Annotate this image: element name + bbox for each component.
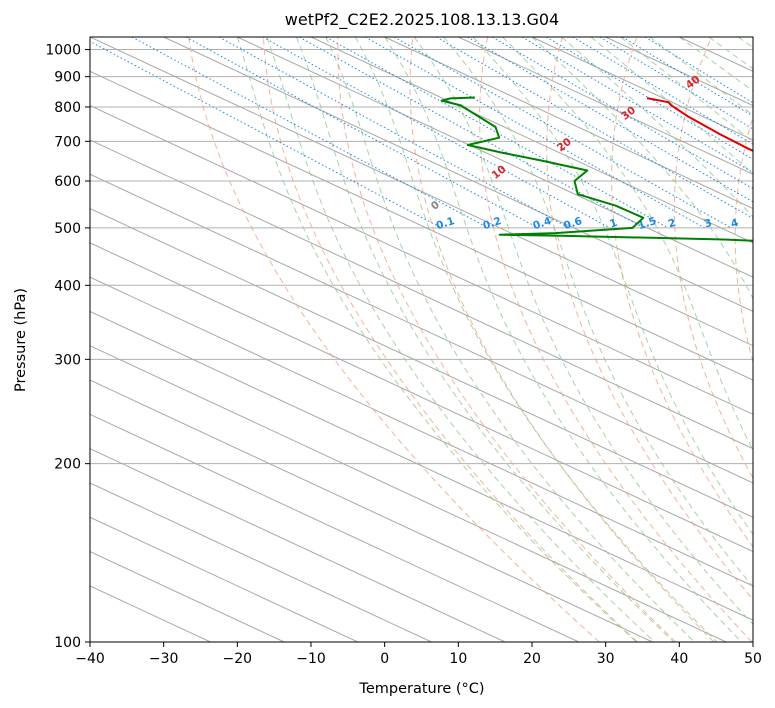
isotherm-line: [310, 37, 753, 244]
y-tick-label: 200: [54, 457, 81, 473]
mixing-ratio-label: 2: [667, 217, 678, 231]
mixing-ratio-line: [644, 37, 753, 104]
mixing-ratio-line: [436, 37, 753, 219]
isotherm-line: [237, 37, 753, 278]
mixing-ratio-line: [572, 37, 753, 145]
mixing-ratio-label: 0.4: [531, 215, 552, 232]
isotherm-line: [90, 207, 753, 518]
isotherm-line: [90, 173, 753, 484]
y-axis: 100 200 300 400 500 600 700 800 900 1000: [45, 43, 90, 651]
dewpoint-profile-line: [440, 96, 753, 242]
isotherm-line: [90, 482, 432, 642]
x-tick-label: 30: [597, 651, 615, 667]
plot-frame: [89, 36, 754, 643]
x-axis: −40 −30 −20 −10 0 10 20 30 40 50: [75, 642, 762, 667]
mixing-ratio-line: [622, 37, 753, 117]
x-tick-label: 50: [744, 651, 762, 667]
moist-adiabat-line: [266, 37, 655, 642]
isotherm-line: [90, 139, 753, 450]
x-tick-label: 40: [670, 651, 688, 667]
isotherm-line: [90, 276, 753, 587]
plot-area: 0.10.20.40.611.5234-100-90-80-70-60-50-4…: [90, 37, 753, 642]
isotherm-line: [90, 413, 580, 642]
y-tick-label: 600: [54, 174, 81, 190]
chart-title: wetPf2_C2E2.2025.108.13.13.G04: [285, 10, 559, 30]
mixing-ratio-label: 0.6: [562, 215, 583, 232]
y-tick-label: 500: [54, 221, 81, 237]
moist-adiabat-line: [354, 37, 718, 642]
mixing-ratio-line: [365, 37, 705, 229]
dry-adiabat-line: [673, 37, 753, 480]
y-tick-label: 700: [54, 134, 81, 150]
moist-adiabat-line: [443, 37, 753, 588]
y-tick-label: 1000: [45, 43, 81, 59]
y-tick-label: 900: [54, 70, 81, 86]
moist-adiabat-line: [236, 37, 637, 642]
x-tick-label: −10: [296, 651, 326, 667]
x-tick-label: 0: [380, 651, 389, 667]
moist-adiabat-line: [561, 37, 753, 218]
dry-adiabat-line: [546, 37, 753, 601]
moist-adiabat-line: [384, 37, 742, 642]
dry-adiabat-line: [188, 37, 600, 642]
mixing-ratio-line: [298, 37, 644, 229]
mixing-ratio-line: [546, 37, 753, 160]
dry-adiabat-line: [734, 115, 753, 364]
x-tick-label: −40: [75, 651, 105, 667]
mixing-ratio-label: 4: [729, 217, 740, 231]
mixing-ratio-line: [262, 37, 610, 229]
moist-adiabat-line: [472, 37, 753, 536]
isotherm-line: [384, 37, 753, 210]
mixing-ratio-line: [185, 37, 539, 229]
isotherm-line: [90, 70, 753, 381]
mixing-ratio-label: 0.2: [482, 215, 503, 232]
mixing-ratio-label: 3: [703, 217, 714, 231]
dry-adiabat-line: [479, 37, 753, 642]
moist-adiabat-line: [531, 37, 753, 300]
y-axis-label: Pressure (hPa): [13, 288, 29, 392]
temperature-profile-line: [646, 97, 753, 152]
moist-adiabat-line: [295, 37, 675, 642]
isotherm-line: [90, 37, 753, 347]
isotherm-line: [90, 345, 727, 642]
isotherm-line: [90, 516, 359, 642]
isotherm-line: [90, 448, 506, 642]
dry-adiabat-line: [337, 37, 677, 642]
mixing-ratio-line: [131, 37, 489, 229]
dry-adiabat-line: [263, 37, 638, 642]
x-tick-label: −30: [149, 651, 179, 667]
moist-adiabat-line: [325, 37, 695, 642]
y-tick-label: 100: [54, 635, 81, 651]
isotherm-line: [90, 310, 753, 621]
y-tick-label: 800: [54, 100, 81, 116]
x-tick-label: 20: [523, 651, 541, 667]
isotherm-line: [163, 37, 753, 313]
moist-adiabat-line: [502, 37, 753, 452]
mixing-ratio-line: [218, 37, 570, 229]
moist-adiabat-line: [413, 37, 753, 626]
isotherm-line: [90, 379, 653, 642]
dry-adiabat-line: [409, 37, 715, 642]
y-tick-label: 400: [54, 278, 81, 294]
mixing-ratio-label: 1: [608, 217, 619, 231]
isotherm-line: [90, 242, 753, 553]
mixing-ratio-line: [492, 37, 753, 190]
moist-adiabat-line: [679, 37, 753, 92]
isotherm-line: [90, 105, 753, 415]
dry-adiabat-line: [611, 37, 753, 548]
x-tick-label: −20: [223, 651, 253, 667]
x-tick-label: 10: [449, 651, 467, 667]
mixing-ratio-line: [599, 37, 753, 130]
y-tick-label: 300: [54, 352, 81, 368]
mixing-ratio-label: 0.1: [435, 215, 456, 232]
x-axis-label: Temperature (°C): [358, 681, 484, 697]
